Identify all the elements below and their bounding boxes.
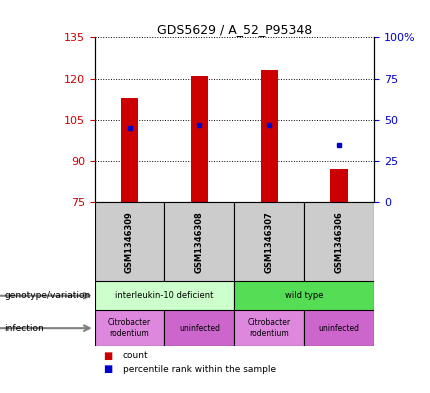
Bar xyxy=(304,310,374,346)
Text: GSM1346306: GSM1346306 xyxy=(335,211,344,273)
Bar xyxy=(234,281,374,310)
Bar xyxy=(164,202,234,281)
Bar xyxy=(95,281,234,310)
Text: ■: ■ xyxy=(103,364,113,375)
Text: GSM1346307: GSM1346307 xyxy=(265,211,274,273)
Bar xyxy=(330,169,348,202)
Text: ■: ■ xyxy=(103,351,113,361)
Bar xyxy=(304,202,374,281)
Text: Citrobacter
rodentium: Citrobacter rodentium xyxy=(248,318,291,338)
Text: infection: infection xyxy=(4,324,44,332)
Text: uninfected: uninfected xyxy=(179,324,220,332)
Text: interleukin-10 deficient: interleukin-10 deficient xyxy=(115,291,214,300)
Bar xyxy=(121,98,138,202)
Text: Citrobacter
rodentium: Citrobacter rodentium xyxy=(108,318,151,338)
Bar xyxy=(95,202,164,281)
Text: GSM1346308: GSM1346308 xyxy=(195,211,204,273)
Bar xyxy=(95,310,164,346)
Bar xyxy=(234,310,304,346)
Bar xyxy=(164,310,234,346)
Title: GDS5629 / A_52_P95348: GDS5629 / A_52_P95348 xyxy=(157,23,312,36)
Text: GSM1346309: GSM1346309 xyxy=(125,211,134,273)
Text: uninfected: uninfected xyxy=(319,324,359,332)
Bar xyxy=(190,76,208,202)
Text: percentile rank within the sample: percentile rank within the sample xyxy=(123,365,276,374)
Bar xyxy=(234,202,304,281)
Text: count: count xyxy=(123,351,148,360)
Bar xyxy=(261,70,278,202)
Text: genotype/variation: genotype/variation xyxy=(4,291,91,300)
Text: wild type: wild type xyxy=(285,291,323,300)
